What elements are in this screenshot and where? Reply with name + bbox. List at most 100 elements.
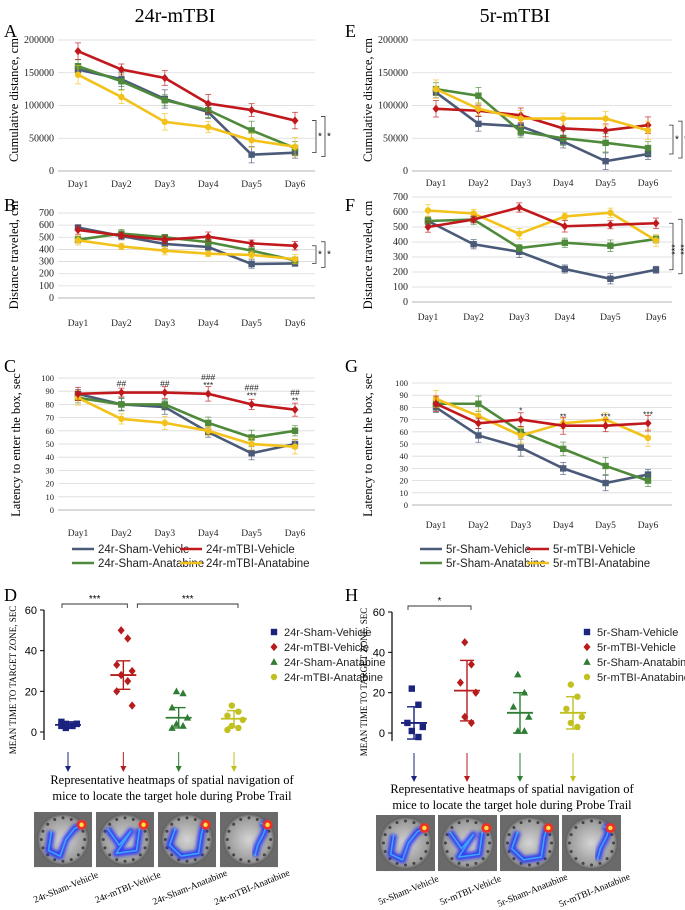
plate-hole [569,833,573,837]
data-point [291,427,299,434]
y-tick-label: 0 [379,728,385,740]
significance-bracket [669,222,674,271]
series-5r-mtbi-anatabine [424,204,660,247]
data-point [578,713,585,721]
data-point [514,670,522,678]
plate-hole [131,818,135,822]
data-point [291,143,299,150]
x-tick-label: Day6 [285,529,306,539]
data-point [467,660,475,669]
legend-label: 24r-mTBI-Anatabine [284,672,383,684]
data-point [161,118,168,126]
y-tick-label: 90 [46,386,55,396]
plate-hole [383,833,387,837]
data-point [204,232,212,241]
data-point [602,479,609,487]
y-tick-label: 80 [400,402,409,412]
significance-bracket [678,218,683,275]
data-point [124,634,132,643]
data-point [204,99,212,108]
data-point [419,723,426,731]
plate-hole [108,853,112,857]
x-tick-label: Day6 [638,521,659,531]
data-point [559,124,567,133]
plate-hole [466,819,469,823]
y-tick-label: 80 [46,399,55,409]
plate-hole [445,849,449,853]
significance-label: ** [560,412,567,422]
y-axis-label: MEAN TIME TO TARGET ZONE, SEC [8,606,18,754]
significance-bracket [321,241,326,268]
data-point [291,116,299,125]
data-point [644,127,652,134]
data-point [432,399,440,408]
data-point [561,265,568,273]
group-24r-mtbi-vehicle [110,626,137,772]
data-point [561,213,568,220]
y-tick-label: 300 [393,252,408,263]
y-tick-label: 20 [373,688,385,700]
data-point [161,73,169,83]
plate-hole [474,861,478,865]
x-tick-label: Day2 [468,521,489,531]
heatmap-5r-mtbi-anatabine [562,815,621,872]
series-24r-sham-anatabine [74,59,299,155]
plate-hole [143,829,147,833]
data-point [248,400,256,409]
y-tick-label: 0 [403,166,408,177]
data-point [161,419,168,427]
data-point [461,638,469,647]
arrow-head [517,776,523,782]
x-tick-label: Day5 [241,529,262,539]
arrow-head [120,766,127,772]
data-point [470,241,477,248]
group-24r-sham-anatabine [165,687,192,772]
data-point [291,405,299,414]
data-point [248,247,255,254]
y-tick-label: 70 [400,415,409,425]
x-tick-label: Day1 [68,529,89,539]
data-point [74,46,82,56]
plate-hole [123,859,127,863]
group-24r-mtbi-anatabine [221,702,247,772]
plate-hole [528,863,531,867]
data-point [560,115,567,122]
y-tick-label: 90 [400,390,409,400]
plate-hole [569,849,573,853]
x-tick-label: Day3 [511,179,532,189]
x-tick-label: Day6 [638,179,659,189]
y-tick-label: 400 [393,237,408,248]
plate-hole [450,825,454,829]
data-point [602,462,609,470]
data-point [248,450,255,457]
y-tick-label: 700 [39,208,54,219]
plate-hole [550,841,554,845]
data-point [470,215,478,224]
data-point [515,203,523,212]
plate-hole [381,841,385,845]
heatmap-5r-mtbi-vehicle [438,815,497,872]
plate-hole [185,859,189,863]
y-tick-label: 10 [400,488,409,498]
significance-label: ** [292,396,299,406]
data-point [415,733,422,741]
data-point [291,443,299,450]
data-point [113,660,121,670]
data-point [128,701,136,710]
series-line [427,206,657,229]
plate-hole [255,858,259,862]
data-point [172,687,181,695]
legend-label: 24r-Sham-Anatabine [284,657,386,669]
x-tick-label: Day3 [155,529,176,539]
plate-hole [548,849,552,853]
plate-hole [528,819,531,823]
plate-hole [581,821,585,825]
x-tick-label: Day4 [555,313,576,323]
arrow-head [570,776,576,782]
heatmaps-right: 5r-Sham-Vehicle5r-mTBI-Vehicle5r-Sham-An… [376,815,632,910]
significance-bracket [321,116,326,158]
x-tick-label: Day3 [511,521,532,531]
y-tick-label: 30 [46,465,55,475]
plate-hole [412,821,416,825]
y-axis-label: MEAN TIME TO TARGET ZONE, SEC [359,608,369,756]
